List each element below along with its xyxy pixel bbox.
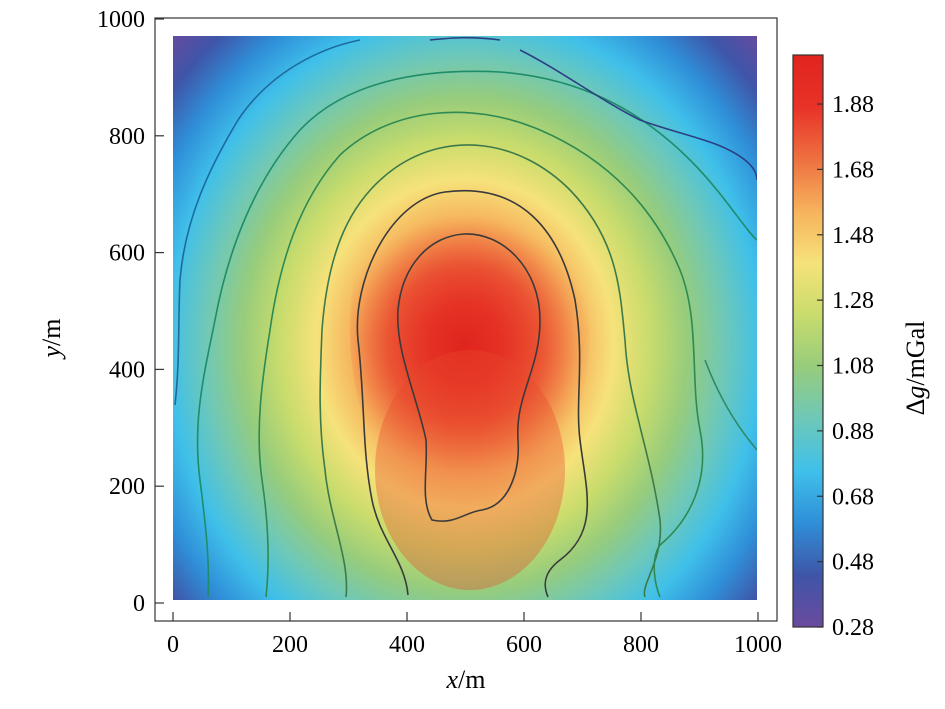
- colorbar-tick-label: 0.68: [832, 484, 874, 510]
- x-tick-label: 1000: [734, 632, 782, 658]
- colorbar-tick-label: 0.88: [832, 419, 874, 445]
- x-tick-label: 200: [272, 632, 308, 658]
- colorbar-label: Δg/mGal: [901, 321, 930, 416]
- colorbar-label-unit: /mGal: [901, 321, 930, 386]
- colorbar: [792, 54, 824, 628]
- anomaly-field: [173, 36, 757, 600]
- colorbar-label-var: g: [901, 386, 930, 399]
- x-axis-label-unit: /m: [458, 665, 485, 694]
- contour-line: [396, 233, 541, 522]
- colorbar-tick-label: 0.48: [832, 550, 874, 576]
- x-tick-label: 800: [623, 632, 659, 658]
- contour-line: [196, 70, 757, 598]
- contour-line: [429, 36, 501, 41]
- contour-lines: [174, 36, 757, 598]
- x-axis-label-var: x: [446, 665, 459, 694]
- y-tick-label: 800: [109, 124, 145, 150]
- colorbar-tick-label: 1.88: [832, 92, 874, 118]
- y-axis-label-var: y: [37, 346, 66, 361]
- contour-line: [704, 359, 757, 451]
- y-tick-label: 200: [109, 474, 145, 500]
- contour-line: [356, 189, 589, 598]
- y-tick-label: 600: [109, 241, 145, 267]
- colorbar-tick-label: 1.48: [832, 223, 874, 249]
- field-core: [350, 140, 590, 520]
- y-axis-label: y/m: [37, 319, 66, 361]
- colorbar-tick-label: 0.28: [832, 615, 874, 641]
- y-tick-label: 1000: [97, 7, 145, 33]
- x-tick-label: 400: [389, 632, 425, 658]
- x-axis: 0 200 400 600 800 1000: [167, 612, 782, 658]
- contour-line: [319, 144, 662, 598]
- colorbar-tick-label: 1.28: [832, 288, 874, 314]
- colorbar-tick-label: 1.68: [832, 157, 874, 183]
- x-tick-label: 0: [167, 632, 179, 658]
- contour-line: [174, 39, 361, 406]
- colorbar-label-prefix: Δ: [901, 399, 930, 416]
- field-lower-lobe: [375, 350, 565, 590]
- colorbar-ticks: 0.28 0.48 0.68 0.88 1.08 1.28 1.48 1.68 1.88: [817, 92, 874, 641]
- y-axis: 0 200 400 600 800 1000: [97, 7, 164, 617]
- contour-line: [258, 111, 704, 598]
- x-axis-label: x/m: [446, 665, 486, 694]
- contour-line: [519, 49, 757, 181]
- x-tick-label: 600: [506, 632, 542, 658]
- y-tick-label: 400: [109, 357, 145, 383]
- y-axis-label-unit: /m: [37, 319, 66, 346]
- colorbar-tick-label: 1.08: [832, 354, 874, 380]
- y-tick-label: 0: [133, 591, 145, 617]
